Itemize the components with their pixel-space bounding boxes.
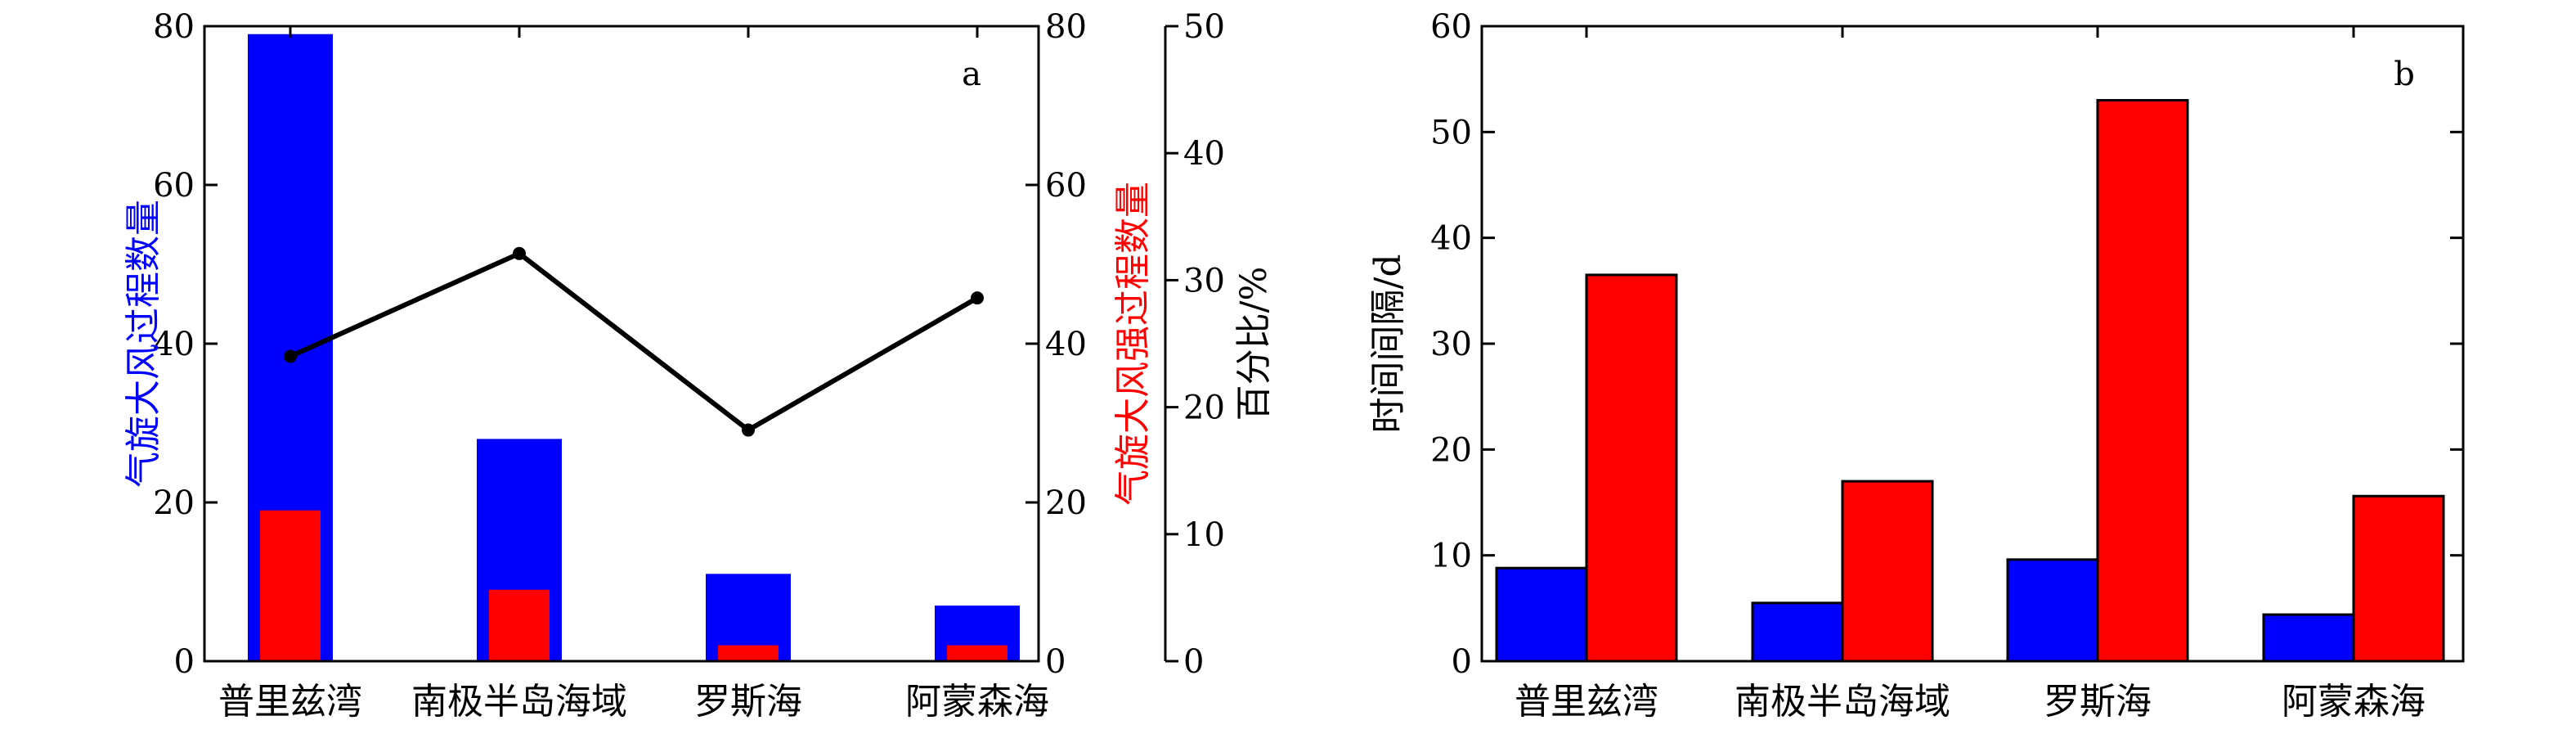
panel-a-left-tick-label-2: 40 <box>153 326 195 363</box>
panel-a-right2-tick-label-5: 50 <box>1183 8 1225 46</box>
panel-b-left-tick-label-3: 30 <box>1430 326 1472 363</box>
panel-a-red-bar-3 <box>947 645 1008 661</box>
panel-a-red-bar-1 <box>489 589 550 661</box>
panel-a-left-tick-label-1: 20 <box>153 484 195 522</box>
panel-a-percent-point-0 <box>284 349 297 363</box>
panel-a-right1-tick-label-1: 20 <box>1045 484 1087 522</box>
panel-a-percent-line <box>289 250 979 434</box>
panel-a-left-tick-label-0: 0 <box>174 643 195 681</box>
panel-a-right1-axis-title: 气旋大风强过程数量 <box>1112 182 1154 506</box>
panel-b-left-tick-label-5: 50 <box>1430 114 1472 151</box>
panel-a-right1-tick-label-4: 80 <box>1045 8 1087 46</box>
panel-b-left-tick-label-1: 10 <box>1430 538 1472 575</box>
panel-a-left-axis-title: 气旋大风过程数量 <box>123 200 164 488</box>
panel-b-blue-bar-2 <box>2006 558 2099 663</box>
panel-a-right2-tick-label-2: 20 <box>1183 390 1225 427</box>
panel-a-percent-point-2 <box>742 423 755 437</box>
panel-b-letter: b <box>2394 56 2415 93</box>
panel-a-category-label-0: 普里兹湾 <box>218 681 362 723</box>
panel-a-right2-axis-title: 百分比/% <box>1233 267 1275 421</box>
panel-a-red-bar-2 <box>718 645 779 661</box>
panel-a-red-bar-0 <box>260 510 321 661</box>
panel-a-right1-tick-label-2: 40 <box>1045 326 1087 363</box>
panel-b-red-bar-0 <box>1585 273 1678 663</box>
panel-a-category-label-1: 南极半岛海域 <box>411 681 627 723</box>
panel-a-right1-tick-label-3: 60 <box>1045 167 1087 205</box>
panel-a-percent-point-3 <box>971 291 984 305</box>
panel-a-right2-tick-label-3: 30 <box>1183 262 1225 299</box>
panel-a-letter: a <box>962 56 981 93</box>
panel-b-red-bar-2 <box>2096 99 2189 663</box>
panel-b-left-axis-title: 时间间隔/d <box>1367 254 1409 434</box>
panel-a-left-tick-label-3: 60 <box>153 167 195 205</box>
panel-b-left-tick-label-0: 0 <box>1452 643 1472 681</box>
panel-b-red-bar-3 <box>2352 494 2445 663</box>
panel-b-left-tick-label-6: 60 <box>1430 8 1472 46</box>
panel-b-category-label-0: 普里兹湾 <box>1515 681 1658 723</box>
panel-b-red-bar-1 <box>1841 480 1934 663</box>
panel-b-blue-bar-3 <box>2262 613 2355 663</box>
panel-a-percent-point-1 <box>513 246 526 260</box>
panel-b-category-label-3: 阿蒙森海 <box>2282 681 2426 723</box>
panel-a-right2-tick-label-0: 0 <box>1183 643 1204 681</box>
panel-a-right2-tick-label-4: 40 <box>1183 135 1225 173</box>
panel-a-right1-tick-label-0: 0 <box>1045 643 1066 681</box>
panel-b-left-tick-label-2: 20 <box>1430 431 1472 469</box>
panel-b-left-tick-label-4: 40 <box>1430 220 1472 258</box>
panel-a-category-label-3: 阿蒙森海 <box>905 681 1049 723</box>
panel-b-category-label-2: 罗斯海 <box>2044 681 2152 723</box>
panel-b-blue-bar-0 <box>1495 566 1588 663</box>
panel-b-category-label-1: 南极半岛海域 <box>1735 681 1950 723</box>
panel-a-category-label-2: 罗斯海 <box>694 681 802 723</box>
panel-a-left-tick-label-4: 80 <box>153 8 195 46</box>
panel-a-right2-tick-label-1: 10 <box>1183 516 1225 554</box>
panel-b-blue-bar-1 <box>1751 601 1844 663</box>
